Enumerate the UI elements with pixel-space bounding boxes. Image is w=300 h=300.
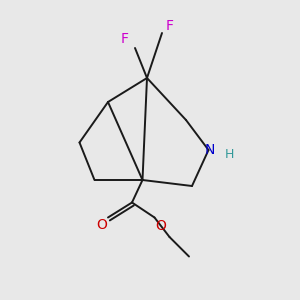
Text: F: F — [121, 32, 128, 46]
Text: O: O — [97, 218, 107, 232]
Text: N: N — [205, 143, 215, 157]
Text: H: H — [225, 148, 234, 161]
Text: F: F — [166, 19, 173, 32]
Text: O: O — [155, 220, 166, 233]
